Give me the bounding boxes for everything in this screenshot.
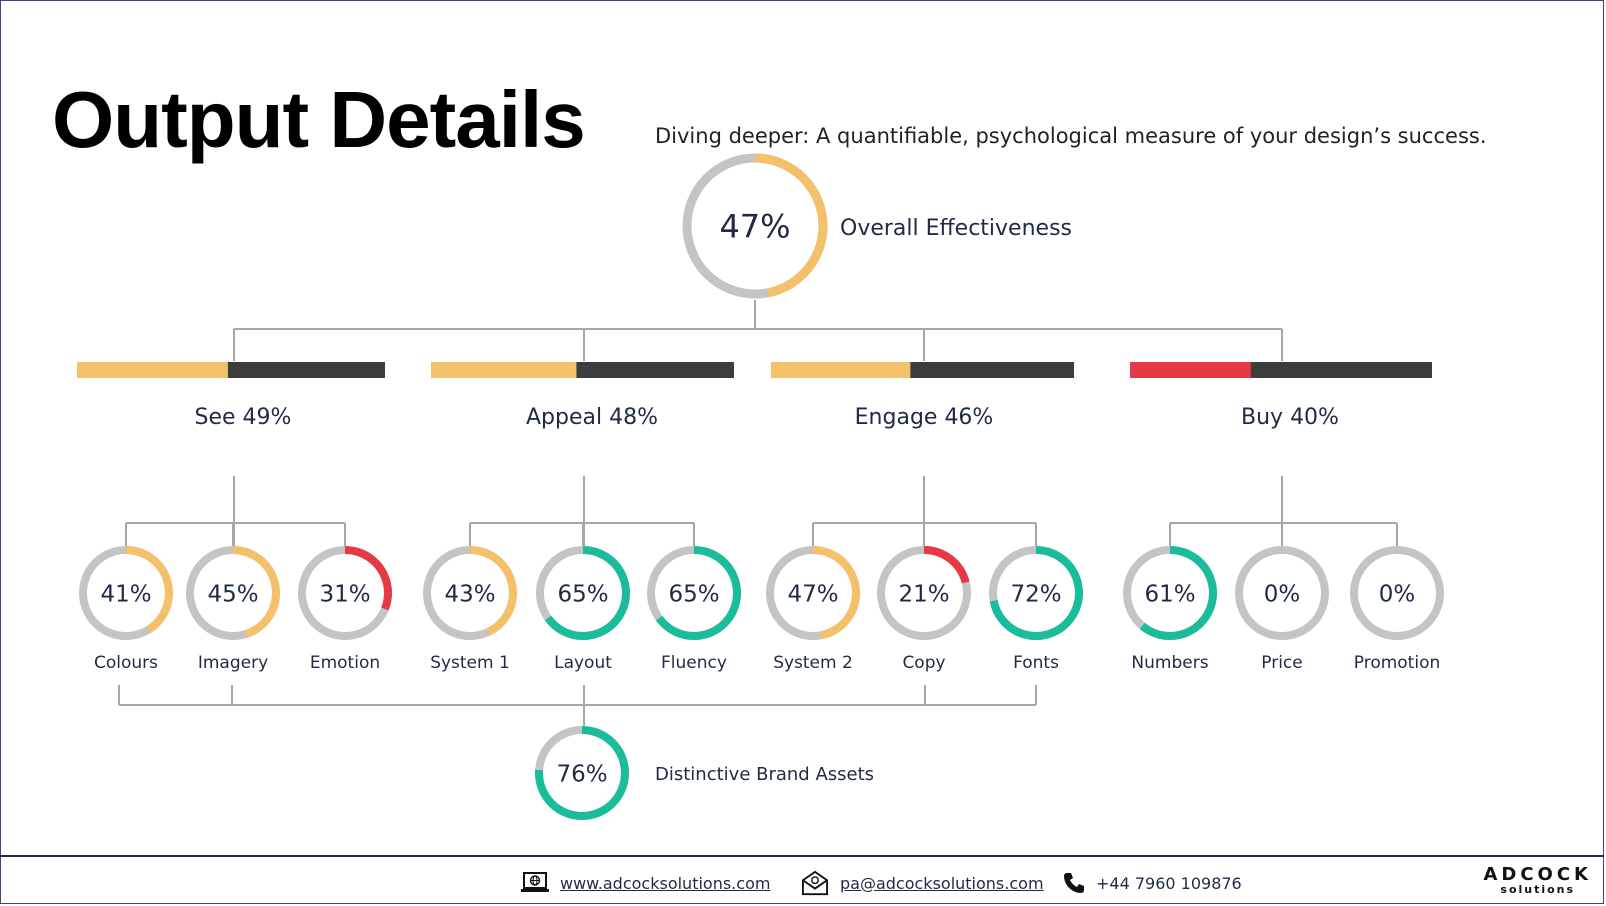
system-1-ring-arc	[423, 546, 517, 640]
fonts-label: Fonts	[1013, 653, 1059, 673]
overall-ring-arc	[682, 153, 828, 299]
emotion-label: Emotion	[310, 653, 380, 673]
colours-ring: 41%	[79, 546, 173, 640]
buy-bar-fill	[1130, 362, 1251, 378]
colours-label: Colours	[94, 653, 158, 673]
phone-icon	[1064, 873, 1084, 893]
emotion-ring-value: 31%	[319, 581, 370, 607]
system-2-ring: 47%	[766, 546, 860, 640]
brand-assets-ring-arc	[535, 726, 629, 820]
see-bar-fill	[77, 362, 228, 378]
copy-ring-value: 21%	[898, 581, 949, 607]
appeal-label: Appeal 48%	[526, 405, 658, 430]
brand-assets-ring-value: 76%	[556, 761, 607, 787]
copy-ring-arc	[877, 546, 971, 640]
emotion-ring-arc	[298, 546, 392, 640]
footer-divider	[0, 855, 1604, 857]
phone-number: +44 7960 109876	[1096, 873, 1242, 893]
appeal-bar-fill	[431, 362, 577, 378]
engage-bar-fill	[771, 362, 911, 378]
layout-ring-arc	[536, 546, 630, 640]
buy-label: Buy 40%	[1241, 405, 1339, 430]
promotion-ring-value: 0%	[1379, 581, 1416, 607]
footer-phone: +44 7960 109876	[1062, 868, 1242, 898]
colours-ring-value: 41%	[100, 581, 151, 607]
fonts-ring: 72%	[989, 546, 1083, 640]
numbers-ring-arc	[1123, 546, 1217, 640]
see-progress-bar	[77, 362, 385, 378]
copy-ring: 21%	[877, 546, 971, 640]
imagery-label: Imagery	[198, 653, 268, 673]
system-1-label: System 1	[430, 653, 510, 673]
overall-ring: 47%	[682, 153, 828, 299]
price-ring-track	[1235, 546, 1329, 640]
effectiveness-diagram: 47% Overall Effectiveness See 49% 41% Colour…	[77, 153, 1444, 820]
system-2-ring-value: 47%	[787, 581, 838, 607]
system-2-ring-arc	[766, 546, 860, 640]
brand-assets-ring: 76%	[535, 726, 629, 820]
system-1-ring: 43%	[423, 546, 517, 640]
see-label: See 49%	[195, 405, 292, 430]
laptop-globe-icon	[521, 872, 549, 892]
promotion-ring: 0%	[1350, 546, 1444, 640]
fluency-ring: 65%	[647, 546, 741, 640]
page-subtitle: Diving deeper: A quantifiable, psycholog…	[655, 124, 1487, 148]
engage-progress-bar	[771, 362, 1074, 378]
promotion-ring-track	[1350, 546, 1444, 640]
website-link[interactable]: www.adcocksolutions.com	[560, 873, 771, 893]
system-2-label: System 2	[773, 653, 853, 673]
fluency-label: Fluency	[661, 653, 727, 673]
layout-ring-value: 65%	[557, 581, 608, 607]
company-logo: ADCOCK solutions	[1483, 866, 1592, 896]
numbers-ring: 61%	[1123, 546, 1217, 640]
page-title: Output Details	[52, 75, 586, 164]
fonts-ring-value: 72%	[1010, 581, 1061, 607]
footer-website: www.adcocksolutions.com	[520, 868, 770, 898]
numbers-ring-value: 61%	[1144, 581, 1195, 607]
system-1-ring-value: 43%	[444, 581, 495, 607]
copy-label: Copy	[902, 653, 945, 673]
emotion-ring: 31%	[298, 546, 392, 640]
brand-assets-label: Distinctive Brand Assets	[655, 764, 874, 785]
colours-ring-arc	[79, 546, 173, 640]
envelope-icon	[802, 870, 828, 896]
price-label: Price	[1261, 653, 1302, 673]
imagery-ring-arc	[186, 546, 280, 640]
imagery-ring: 45%	[186, 546, 280, 640]
price-ring: 0%	[1235, 546, 1329, 640]
appeal-progress-bar	[431, 362, 734, 378]
layout-ring: 65%	[536, 546, 630, 640]
price-ring-value: 0%	[1264, 581, 1301, 607]
buy-progress-bar	[1130, 362, 1432, 378]
logo-main-text: ADCOCK	[1483, 864, 1592, 885]
engage-label: Engage 46%	[855, 405, 994, 430]
promotion-label: Promotion	[1354, 653, 1441, 673]
layout-label: Layout	[554, 653, 612, 673]
fonts-ring-arc	[989, 546, 1083, 640]
overall-label: Overall Effectiveness	[840, 216, 1072, 241]
fluency-ring-arc	[647, 546, 741, 640]
logo-sub-text: solutions	[1500, 883, 1576, 896]
imagery-ring-value: 45%	[207, 581, 258, 607]
email-link[interactable]: pa@adcocksolutions.com	[840, 873, 1044, 893]
numbers-label: Numbers	[1131, 653, 1208, 673]
overall-ring-value: 47%	[719, 208, 790, 246]
footer-email: pa@adcocksolutions.com	[800, 868, 1044, 898]
fluency-ring-value: 65%	[668, 581, 719, 607]
